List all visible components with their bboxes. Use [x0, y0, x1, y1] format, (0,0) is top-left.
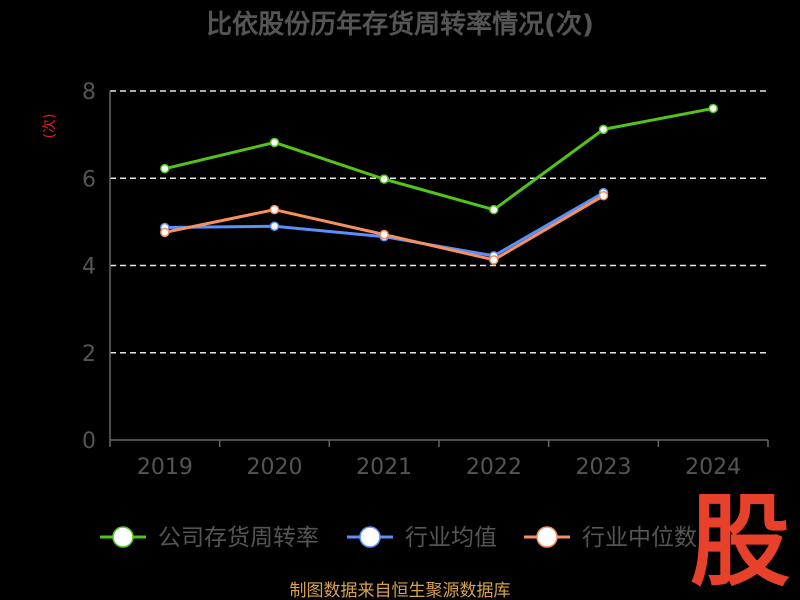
legend-item-1[interactable]: 公司存货周转率 [100, 525, 319, 551]
y-axis-ticks: 0 2 4 6 8 [82, 80, 96, 454]
data-point [489, 255, 499, 265]
series-line-1 [164, 106, 714, 212]
chart-title: 比依股份历年存货周转率情况(次) [206, 9, 594, 40]
legend-marker [536, 526, 558, 548]
legend-item-2[interactable]: 行业均值 [347, 525, 497, 551]
legend[interactable]: 公司存货周转率 行业均值 行业中位数 [100, 525, 697, 551]
x-tick-label: 2020 [247, 455, 303, 480]
x-tick-label: 2022 [466, 455, 522, 480]
legend-label: 行业均值 [405, 525, 497, 551]
y-axis-unit-label: (次) [42, 114, 58, 139]
x-tick-label: 2019 [137, 455, 193, 480]
y-tick-label: 2 [82, 342, 96, 367]
legend-label: 公司存货周转率 [158, 525, 319, 551]
data-point [598, 124, 609, 135]
series-lines [160, 103, 718, 265]
x-axis [109, 91, 769, 447]
x-tick-label: 2024 [685, 455, 741, 480]
legend-item-3[interactable]: 行业中位数 [524, 525, 697, 551]
data-point [269, 221, 280, 231]
x-tick-label: 2023 [576, 455, 632, 480]
data-point [598, 190, 609, 201]
y-tick-label: 4 [82, 255, 96, 280]
data-point [269, 204, 280, 215]
x-axis-ticks: 2019 2020 2021 2022 2023 2024 [137, 455, 741, 480]
watermark-logo: 股 [690, 483, 790, 600]
y-tick-label: 0 [82, 429, 96, 454]
data-point [160, 163, 170, 174]
legend-label: 行业中位数 [582, 525, 697, 551]
data-point [160, 227, 170, 238]
data-point [708, 103, 718, 114]
x-tick-label: 2021 [356, 455, 412, 480]
data-source-note: 制图数据来自恒生聚源数据库 [290, 581, 511, 600]
y-tick-label: 8 [82, 80, 96, 105]
data-point [269, 137, 280, 148]
data-point [379, 174, 389, 184]
data-point [489, 204, 499, 215]
legend-marker [359, 526, 381, 548]
y-tick-label: 6 [82, 167, 96, 192]
legend-marker [112, 526, 134, 548]
series-line-2 [164, 191, 605, 258]
data-point [379, 229, 389, 240]
